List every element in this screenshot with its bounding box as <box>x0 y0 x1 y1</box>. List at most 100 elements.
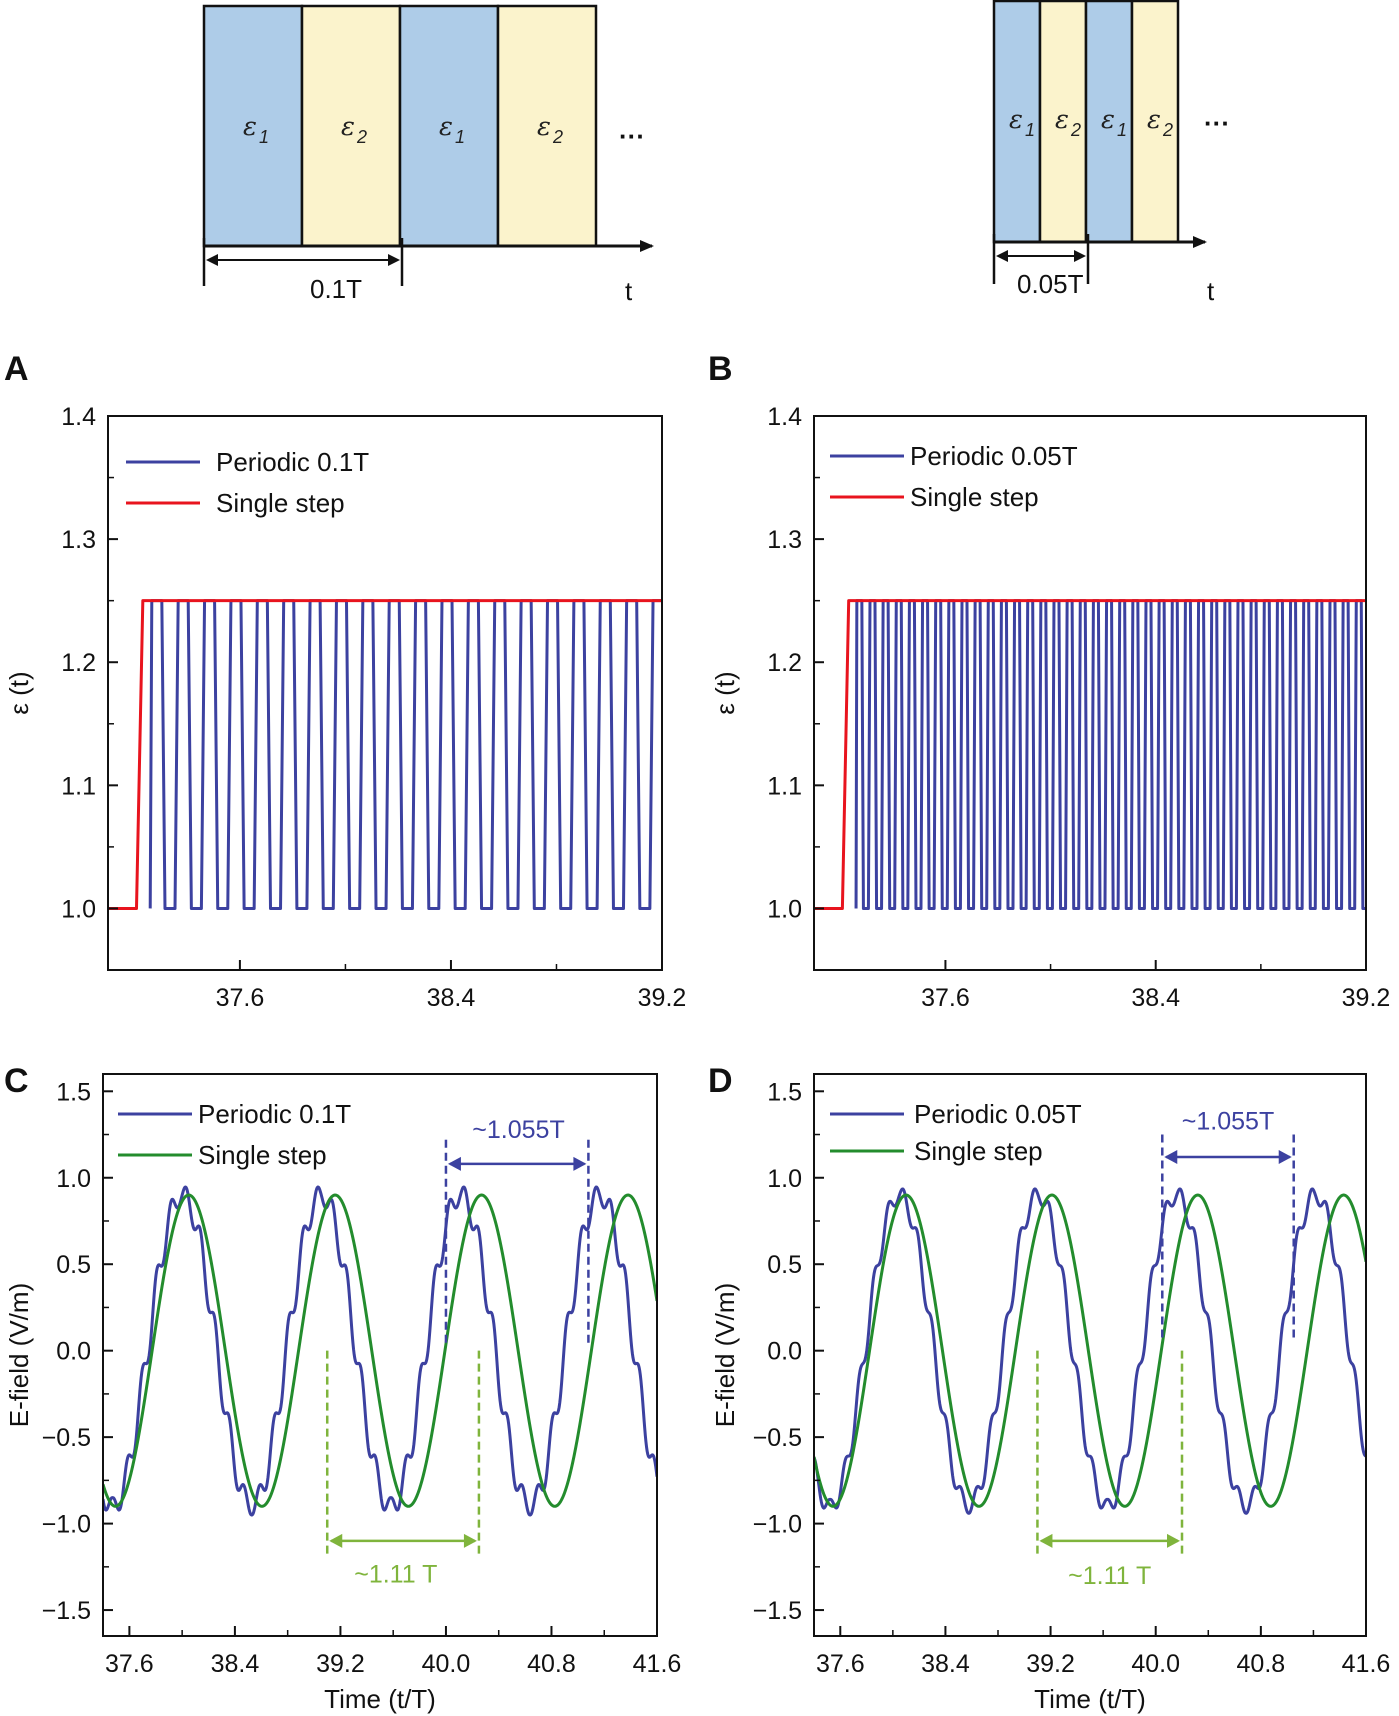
y-tick-label: −1.5 <box>753 1597 802 1625</box>
x-tick-label: 38.4 <box>211 1650 260 1678</box>
period-arrowhead-right <box>1074 250 1086 262</box>
x-tick-label: 37.6 <box>105 1650 154 1678</box>
annotation-arrowhead <box>573 1156 587 1171</box>
panel-letter: C <box>4 1062 29 1100</box>
period-label: 0.05T <box>1017 269 1084 299</box>
legend-label: Single step <box>914 1136 1043 1166</box>
period-arrowhead-right <box>388 254 400 266</box>
y-axis-title: E-field (V/m) <box>710 1283 740 1427</box>
y-tick-label: −0.5 <box>753 1424 802 1452</box>
y-tick-label: 1.5 <box>767 1078 802 1106</box>
x-tick-label: 41.6 <box>633 1650 682 1678</box>
permittivity-subscript: 1 <box>259 127 269 147</box>
legend-label: Periodic 0.05T <box>910 441 1078 471</box>
annotation-arrowhead <box>1167 1533 1180 1548</box>
x-tick-label: 38.4 <box>1131 984 1180 1012</box>
series-line-single-step <box>814 1193 1366 1508</box>
series-line-single-step <box>108 599 662 910</box>
chart-panel-d: D ~1.055T ~1.11 T 37.6 38.4 39.2 40.0 40.8 41.6 1… <box>708 1062 1390 1714</box>
x-tick-label: 38.4 <box>427 984 476 1012</box>
x-tick-label: 40.0 <box>1131 1650 1180 1678</box>
panel-letter: D <box>708 1062 733 1100</box>
series-line-periodic-0-05t <box>814 1187 1366 1515</box>
series-line-periodic-0-05t <box>854 599 1366 910</box>
plot-area <box>814 599 1366 910</box>
step-diagrams: ε 1 ε 2 ε 1 ε 20.1T t···ε 1 ε 2 ε 1 ε 20.05T t··· <box>202 0 1230 306</box>
x-tick-label: 38.4 <box>921 1650 970 1678</box>
y-tick-label: 0.5 <box>767 1251 802 1279</box>
y-tick-label: 1.4 <box>767 403 802 431</box>
legend-label: Periodic 0.1T <box>198 1099 351 1129</box>
chart-panel-b: B 37.6 38.4 39.2 1.0 1.1 1.2 1.3 1.4 ε (t) Periodi… <box>708 350 1390 1012</box>
y-tick-label: 0.0 <box>56 1338 91 1366</box>
permittivity-subscript: 1 <box>455 127 465 147</box>
annotation-arrowhead <box>447 1156 461 1171</box>
x-tick-label: 39.2 <box>638 984 687 1012</box>
panel-letter: B <box>708 350 733 388</box>
y-tick-label: 1.1 <box>767 772 802 800</box>
step-diagram-left: ε 1 ε 2 ε 1 ε 20.1T t··· <box>202 4 654 306</box>
x-axis-title: Time (t/T) <box>324 1684 436 1714</box>
period-arrowhead-left <box>996 250 1008 262</box>
plot-area <box>108 599 662 910</box>
permittivity-subscript: 2 <box>356 127 367 147</box>
legend-label: Single step <box>198 1140 327 1170</box>
y-tick-label: −1.5 <box>42 1597 91 1625</box>
chart-panel-a: A 37.6 38.4 39.2 1.0 1.1 1.2 1.3 1.4 ε (t) Periodi… <box>4 350 687 1012</box>
y-axis-title: E-field (V/m) <box>4 1283 34 1427</box>
x-tick-label: 39.2 <box>1026 1650 1075 1678</box>
permittivity-cell <box>398 4 500 248</box>
series-line-periodic-0-1t <box>148 599 662 910</box>
y-tick-label: 1.0 <box>767 1165 802 1193</box>
permittivity-subscript: 2 <box>1162 120 1173 140</box>
legend: Periodic 0.05T Single step <box>830 441 1078 512</box>
x-axis-title: Time (t/T) <box>1034 1684 1146 1714</box>
x-tick-label: 40.8 <box>527 1650 576 1678</box>
period-annotation: ~1.055T <box>1161 1107 1295 1339</box>
legend-label: Single step <box>910 482 1039 512</box>
x-tick-label: 37.6 <box>216 984 265 1012</box>
annotation-arrowhead <box>463 1533 477 1548</box>
annotation-label: ~1.055T <box>1182 1107 1274 1135</box>
annotation-arrowhead <box>329 1533 343 1548</box>
permittivity-subscript: 2 <box>1070 120 1081 140</box>
period-annotation: ~1.11 T <box>325 1350 481 1588</box>
annotation-label: ~1.11 T <box>1068 1562 1151 1590</box>
y-tick-label: 0.0 <box>767 1338 802 1366</box>
x-tick-label: 39.2 <box>1342 984 1391 1012</box>
annotation-arrowhead <box>1164 1150 1178 1165</box>
series-line-periodic-0-1t <box>103 1185 657 1517</box>
x-tick-label: 40.0 <box>422 1650 471 1678</box>
annotation-label: ~1.055T <box>472 1116 564 1144</box>
plot-frame <box>102 1073 658 1637</box>
y-tick-label: 1.1 <box>61 772 96 800</box>
permittivity-cell <box>496 4 598 248</box>
period-arrowhead-left <box>206 254 218 266</box>
y-tick-label: 1.0 <box>56 1165 91 1193</box>
x-tick-label: 41.6 <box>1342 1650 1391 1678</box>
x-tick-label: 37.6 <box>921 984 970 1012</box>
y-tick-label: 1.4 <box>61 403 96 431</box>
y-axis-title: ε (t) <box>4 671 34 714</box>
y-tick-label: 1.0 <box>61 895 96 923</box>
y-tick-label: −1.0 <box>42 1511 91 1539</box>
step-diagram-right: ε 1 ε 2 ε 1 ε 20.05T t··· <box>992 0 1230 306</box>
permittivity-subscript: 2 <box>552 127 563 147</box>
y-tick-label: 0.5 <box>56 1251 91 1279</box>
y-tick-label: −0.5 <box>42 1424 91 1452</box>
annotation-label: ~1.11 T <box>354 1560 437 1588</box>
plot-area <box>814 1187 1366 1515</box>
y-tick-label: 1.2 <box>767 649 802 677</box>
series-line-single-step <box>103 1193 657 1508</box>
permittivity-cell <box>1130 0 1180 244</box>
permittivity-subscript: 1 <box>1025 120 1035 140</box>
time-label: t <box>1207 276 1215 306</box>
legend: Periodic 0.1T Single step <box>118 1099 351 1170</box>
x-tick-label: 37.6 <box>816 1650 865 1678</box>
period-annotation: ~1.11 T <box>1036 1350 1184 1590</box>
permittivity-cell <box>202 4 304 248</box>
y-axis-title: ε (t) <box>710 671 740 714</box>
x-tick-label: 40.8 <box>1237 1650 1286 1678</box>
